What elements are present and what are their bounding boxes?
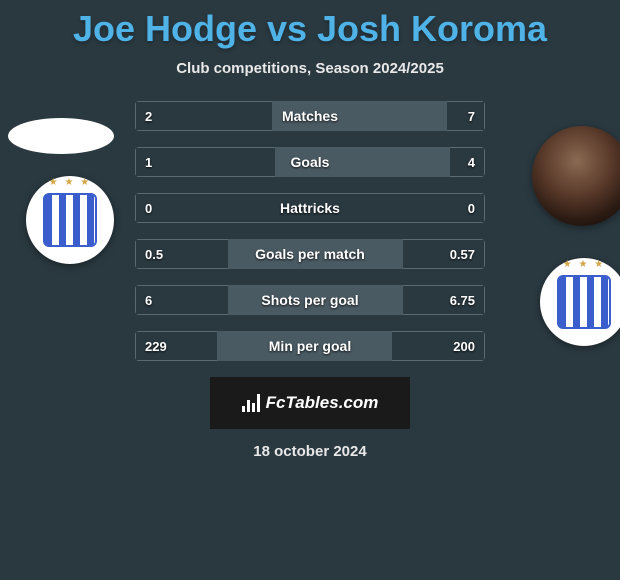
stat-row: 0.50.57Goals per match bbox=[135, 239, 485, 269]
badge-stars-icon: ★ ★ ★ bbox=[557, 259, 611, 270]
player-left-club-badge: ★ ★ ★ bbox=[26, 176, 114, 264]
stat-row: 00Hattricks bbox=[135, 193, 485, 223]
stat-row: 66.75Shots per goal bbox=[135, 285, 485, 315]
comparison-date: 18 october 2024 bbox=[0, 443, 620, 460]
stat-label: Goals bbox=[135, 147, 485, 177]
stat-label: Goals per match bbox=[135, 239, 485, 269]
fctables-logo[interactable]: FcTables.com bbox=[210, 377, 410, 429]
badge-stars-icon: ★ ★ ★ bbox=[43, 177, 97, 188]
logo-text: FcTables.com bbox=[266, 393, 379, 413]
player-left-avatar-placeholder bbox=[8, 118, 114, 154]
stat-row: 229200Min per goal bbox=[135, 331, 485, 361]
stat-label: Hattricks bbox=[135, 193, 485, 223]
comparison-title: Joe Hodge vs Josh Koroma bbox=[0, 0, 620, 50]
stat-row: 14Goals bbox=[135, 147, 485, 177]
stat-label: Matches bbox=[135, 101, 485, 131]
badge-stripes-icon bbox=[43, 193, 97, 247]
badge-stripes-icon bbox=[557, 275, 611, 329]
player-right-club-badge: ★ ★ ★ bbox=[540, 258, 620, 346]
stat-label: Min per goal bbox=[135, 331, 485, 361]
stat-row: 27Matches bbox=[135, 101, 485, 131]
comparison-subtitle: Club competitions, Season 2024/2025 bbox=[0, 60, 620, 77]
stat-label: Shots per goal bbox=[135, 285, 485, 315]
bar-chart-icon bbox=[242, 394, 260, 412]
